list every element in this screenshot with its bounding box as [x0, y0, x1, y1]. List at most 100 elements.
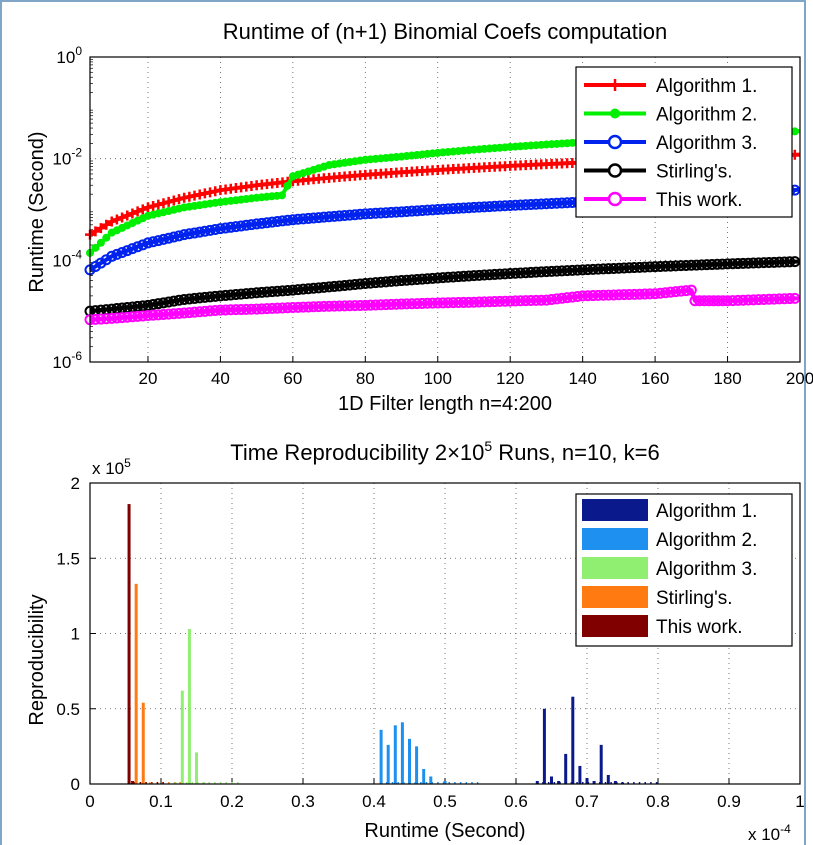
series-marker-3: [230, 221, 242, 233]
series-marker-4: [758, 257, 770, 269]
series-marker-4: [773, 256, 785, 268]
series-marker-5: [773, 293, 785, 305]
series-marker-5: [473, 296, 485, 308]
series-marker-5: [675, 285, 687, 297]
series-marker-5: [339, 300, 351, 312]
x-tick-label: 0.9: [717, 792, 741, 811]
series-marker-3: [240, 219, 252, 231]
series-marker-1: [117, 212, 128, 223]
series-marker-3: [132, 241, 144, 253]
series-marker-4: [427, 272, 439, 284]
series-marker-5: [427, 297, 439, 309]
x-tick-label: 0.6: [504, 792, 528, 811]
series-marker-5: [613, 289, 625, 301]
series-marker-5: [411, 298, 423, 310]
series-marker-5: [468, 296, 480, 308]
series-marker-5: [292, 301, 304, 313]
series-marker-4: [442, 271, 454, 283]
series-marker-4: [753, 257, 765, 269]
series-marker-3: [157, 233, 169, 245]
series-marker-3: [189, 227, 201, 239]
y-tick-label: 1.5: [56, 549, 80, 568]
series-marker-2: [102, 233, 111, 242]
series-marker-4: [380, 276, 392, 288]
series-marker-4: [535, 266, 547, 278]
series-marker-3: [478, 201, 490, 213]
x-tick-label: 0.5: [433, 792, 457, 811]
series-marker-5: [375, 299, 387, 311]
series-marker-4: [613, 262, 625, 274]
series-marker-2: [96, 238, 105, 247]
series-marker-4: [711, 258, 723, 270]
series-marker-5: [173, 307, 185, 319]
legend: Algorithm 1. Algorithm 2. Algorithm 3. Stir…: [575, 66, 793, 218]
series-marker-4: [189, 292, 201, 304]
series-marker-4: [447, 271, 459, 283]
series-marker-5: [370, 299, 382, 311]
series-marker-5: [364, 299, 376, 311]
series-marker-2: [277, 191, 286, 200]
series-marker-1: [174, 194, 185, 205]
series-marker-4: [261, 286, 273, 298]
series-marker-4: [597, 263, 609, 275]
series-marker-3: [416, 204, 428, 216]
series-marker-5: [100, 313, 112, 325]
series-marker-4: [328, 280, 340, 292]
series-marker-4: [484, 269, 496, 281]
series-marker-3: [121, 245, 133, 257]
series-marker-4: [691, 259, 703, 271]
series-bar-1: [578, 765, 582, 784]
series-marker-3: [152, 235, 164, 247]
x-tick-label: 0: [85, 792, 94, 811]
series-bar-1: [585, 777, 589, 784]
series-marker-4: [277, 285, 289, 297]
series-marker-4: [763, 256, 775, 268]
series-marker-5: [266, 302, 278, 314]
series-marker-4: [561, 265, 573, 277]
series-bar-1: [613, 780, 617, 784]
series-marker-4: [618, 262, 630, 274]
x-tick-label: 60: [283, 369, 302, 388]
series-marker-3: [473, 201, 485, 213]
series-marker-4: [727, 258, 739, 270]
series-marker-5: [778, 293, 790, 305]
y-tick-label: 10-4: [52, 247, 82, 270]
series-marker-5: [95, 313, 107, 325]
series-marker-5: [685, 284, 697, 296]
series-marker-4: [323, 281, 335, 293]
series-marker-5: [758, 293, 770, 305]
plot-border: [89, 482, 801, 785]
series-marker-3: [297, 213, 309, 225]
series-marker-4: [292, 284, 304, 296]
series-marker-4: [147, 299, 159, 311]
series-marker-4: [665, 260, 677, 272]
series-marker-5: [416, 297, 428, 309]
series-marker-4: [577, 264, 589, 276]
series-marker-3: [540, 198, 552, 210]
legend-marker: [610, 108, 620, 119]
series-marker-1: [163, 196, 174, 207]
series-marker-3: [494, 200, 506, 212]
x-tick-label: 0.3: [291, 792, 315, 811]
series-bar-3: [180, 690, 184, 784]
series-marker-5: [406, 298, 418, 310]
series-marker-4: [509, 267, 521, 279]
series-marker-3: [173, 230, 185, 242]
series-marker-4: [199, 291, 211, 303]
series-marker-5: [618, 289, 630, 301]
series-marker-5: [209, 305, 221, 317]
legend-marker: [607, 163, 623, 178]
series-marker-4: [628, 262, 640, 274]
series-marker-5: [328, 300, 340, 312]
series-marker-3: [313, 212, 325, 224]
y-tick-label: 0: [71, 775, 80, 794]
x-axis-label: 1D Filter length n=4:200: [338, 393, 552, 415]
y-tick-base: 10: [52, 353, 71, 372]
legend-swatch-3: [582, 557, 648, 579]
series-marker-4: [458, 270, 470, 282]
series-marker-5: [603, 289, 615, 301]
series-marker-1: [90, 226, 101, 237]
series-marker-4: [623, 262, 635, 274]
series-marker-3: [349, 209, 361, 221]
series-bar-3: [173, 782, 177, 784]
